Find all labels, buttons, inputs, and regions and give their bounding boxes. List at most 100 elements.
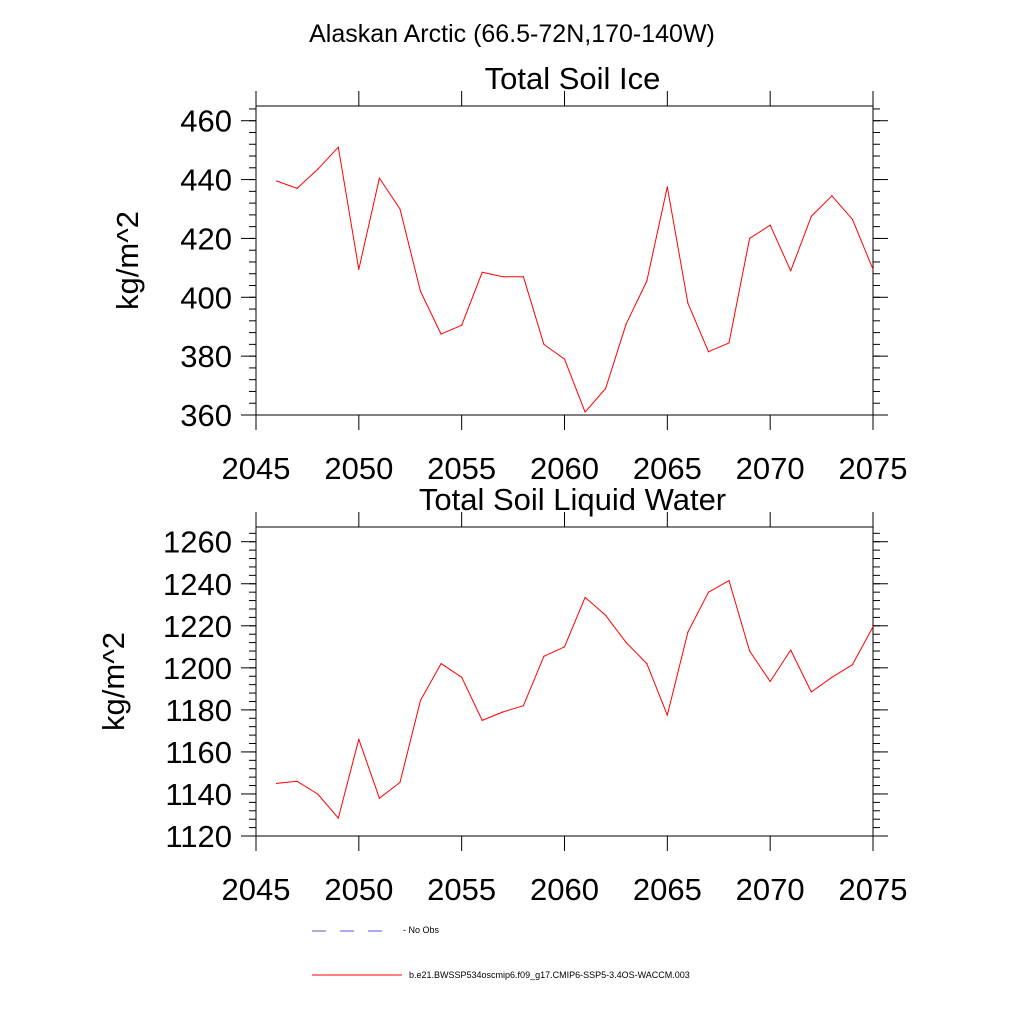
data-point	[749, 237, 751, 240]
data-point	[707, 591, 710, 593]
data-point	[646, 280, 648, 282]
data-point	[502, 276, 504, 278]
x-tick-label: 2060	[530, 451, 599, 486]
data-point	[461, 676, 463, 678]
data-point	[275, 782, 278, 785]
data-point	[522, 705, 524, 707]
data-point	[605, 614, 607, 616]
y-tick-label: 440	[180, 163, 232, 198]
x-tick-label: 2050	[324, 451, 393, 486]
data-point	[317, 168, 319, 170]
data-point	[749, 650, 751, 652]
data-point	[296, 780, 298, 782]
data-point	[481, 719, 483, 721]
legend-obs-text: - No Obs	[403, 925, 440, 935]
data-point	[646, 663, 648, 665]
x-tick-label: 2065	[633, 451, 702, 486]
data-point	[461, 324, 463, 326]
data-point	[810, 691, 812, 693]
panel-total-soil-ice: Total Soil Ice 360 380 400 420 440 460 2045 2050…	[110, 61, 907, 486]
series-line	[276, 146, 874, 413]
data-point	[769, 224, 771, 226]
data-point	[584, 411, 586, 413]
y-axis-label: kg/m^2	[110, 211, 145, 310]
y-tick-label: 400	[180, 280, 232, 315]
y-tick-label: 380	[180, 339, 232, 374]
data-point	[687, 631, 689, 633]
data-point	[522, 276, 524, 278]
x-tick-label: 2075	[839, 872, 908, 907]
panel-total-soil-liquid-water: Total Soil Liquid Water 1120 1140 1160 1180 1…	[96, 482, 907, 907]
data-point	[275, 180, 278, 182]
data-point	[831, 195, 833, 197]
data-point	[872, 268, 874, 270]
data-point	[851, 218, 854, 220]
data-point	[502, 711, 504, 713]
legend-model-label: b.e21.BWSSP534oscmip6.f09_g17.CMIP6-SSP5…	[409, 970, 690, 980]
chart-title: Total Soil Ice	[485, 61, 661, 96]
data-point	[728, 580, 730, 582]
data-point	[666, 186, 668, 188]
data-point	[399, 781, 401, 783]
data-point	[378, 797, 380, 799]
y-tick-label: 1140	[165, 777, 232, 812]
y-tick-label: 1200	[163, 651, 232, 686]
x-tick-label: 2045	[222, 872, 291, 907]
x-tick-label: 2070	[736, 872, 805, 907]
data-point	[337, 146, 339, 148]
data-point	[481, 271, 483, 273]
plot-frame	[255, 105, 874, 416]
y-tick-label: 420	[180, 221, 232, 256]
data-point	[851, 664, 854, 666]
y-tick-label: 1220	[163, 609, 232, 644]
x-tick-label: 2055	[427, 872, 496, 907]
chart-title: Total Soil Liquid Water	[419, 482, 726, 517]
x-tick-label: 2045	[222, 451, 291, 486]
data-point	[728, 342, 730, 344]
data-point	[605, 387, 607, 390]
data-point	[687, 302, 689, 304]
data-point	[563, 646, 566, 648]
data-point	[419, 290, 422, 292]
data-point	[625, 323, 627, 325]
figure-title: Alaskan Arctic (66.5-72N,170-140W)	[309, 20, 715, 48]
y-tick-label: 1160	[165, 735, 232, 770]
data-point	[790, 649, 792, 651]
x-tick-label: 2060	[530, 872, 599, 907]
x-tick-label: 2075	[839, 451, 908, 486]
data-point	[440, 663, 442, 665]
y-tick-label: 360	[180, 398, 232, 433]
series-line	[276, 580, 874, 819]
x-tick-label: 2050	[324, 872, 393, 907]
data-point	[769, 680, 771, 683]
data-point	[584, 596, 586, 599]
data-point	[378, 177, 380, 179]
data-point	[707, 351, 710, 353]
plot-frame	[255, 526, 874, 837]
data-point	[543, 655, 545, 657]
y-tick-label: 1120	[165, 819, 232, 854]
x-tick-label: 2065	[633, 872, 702, 907]
data-point	[399, 208, 401, 210]
legend: - No Obs b.e21.BWSSP534oscmip6.f09_g17.C…	[312, 925, 690, 980]
data-point	[563, 358, 566, 360]
y-tick-label: 1180	[165, 693, 232, 728]
x-tick-label: 2070	[736, 451, 805, 486]
data-point	[666, 714, 668, 716]
data-point	[358, 738, 360, 740]
x-tick-label: 2055	[427, 451, 496, 486]
data-point	[317, 793, 319, 795]
y-tick-label: 460	[180, 104, 232, 139]
data-point	[790, 270, 792, 272]
data-point	[625, 642, 627, 644]
data-point	[358, 268, 360, 270]
data-point	[296, 187, 298, 189]
data-point	[543, 343, 545, 345]
y-axis-label: kg/m^2	[96, 632, 131, 731]
legend-obs-label: No Obs	[409, 925, 440, 935]
data-point	[872, 626, 874, 628]
data-point	[831, 676, 833, 678]
data-point	[337, 817, 339, 819]
y-tick-label: 1260	[163, 525, 232, 560]
